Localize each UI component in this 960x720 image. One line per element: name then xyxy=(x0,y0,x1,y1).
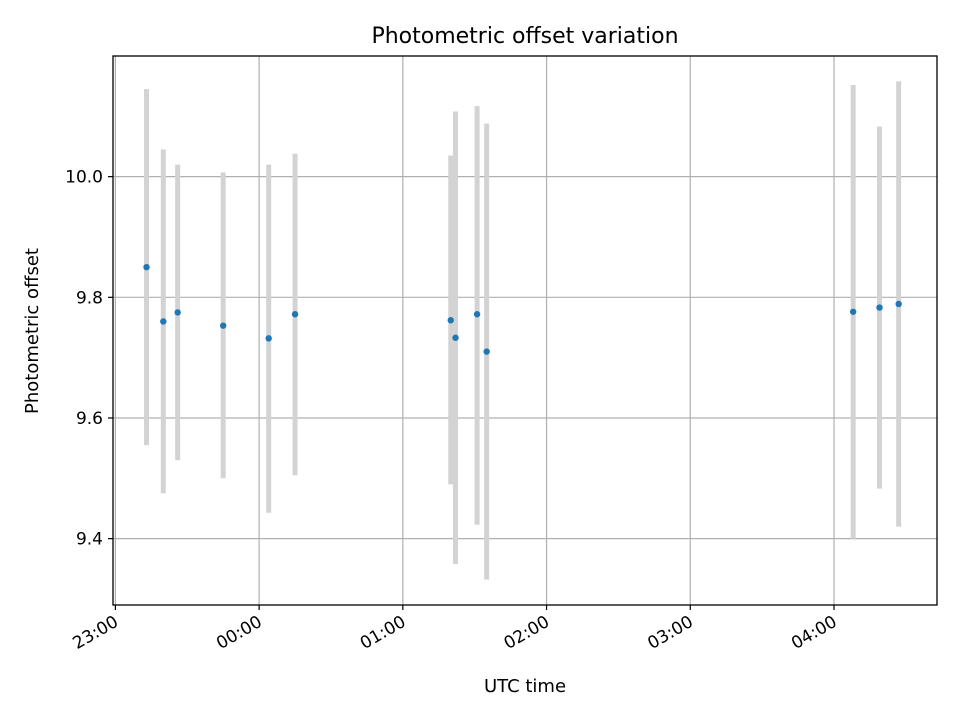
x-tick-label: 04:00 xyxy=(788,612,840,654)
data-point xyxy=(447,317,454,324)
data-point xyxy=(143,263,150,271)
x-tick-label: 03:00 xyxy=(644,612,696,654)
y-axis-ticks: 9.4 9.6 9.8 10.0 xyxy=(65,168,113,550)
data-point xyxy=(160,318,167,325)
y-tick-label: 9.6 xyxy=(76,409,103,429)
y-tick-label: 9.4 xyxy=(76,530,103,550)
data-point xyxy=(265,335,272,342)
grid xyxy=(113,56,937,605)
data-point xyxy=(174,309,181,316)
data-point xyxy=(483,348,490,355)
x-tick-label: 23:00 xyxy=(69,612,121,654)
data-point xyxy=(895,300,902,308)
x-tick-label: 01:00 xyxy=(357,612,409,654)
x-tick-label: 02:00 xyxy=(501,612,553,654)
plot-frame xyxy=(112,55,938,606)
data-points xyxy=(143,263,902,355)
y-tick-label: 9.8 xyxy=(76,288,103,308)
x-tick-label: 00:00 xyxy=(213,612,265,654)
data-point xyxy=(473,311,481,318)
data-point xyxy=(849,308,857,315)
data-point xyxy=(219,322,227,329)
data-point xyxy=(452,334,459,341)
data-point xyxy=(291,311,299,318)
chart-title: Photometric offset variation xyxy=(371,24,678,49)
y-axis-label: Photometric offset xyxy=(22,248,43,414)
y-tick-label: 10.0 xyxy=(65,168,103,188)
x-axis-label: UTC time xyxy=(484,676,566,697)
x-axis-ticks: 23:00 00:00 01:00 02:00 03:00 04:00 xyxy=(69,605,841,654)
data-point xyxy=(876,304,883,311)
